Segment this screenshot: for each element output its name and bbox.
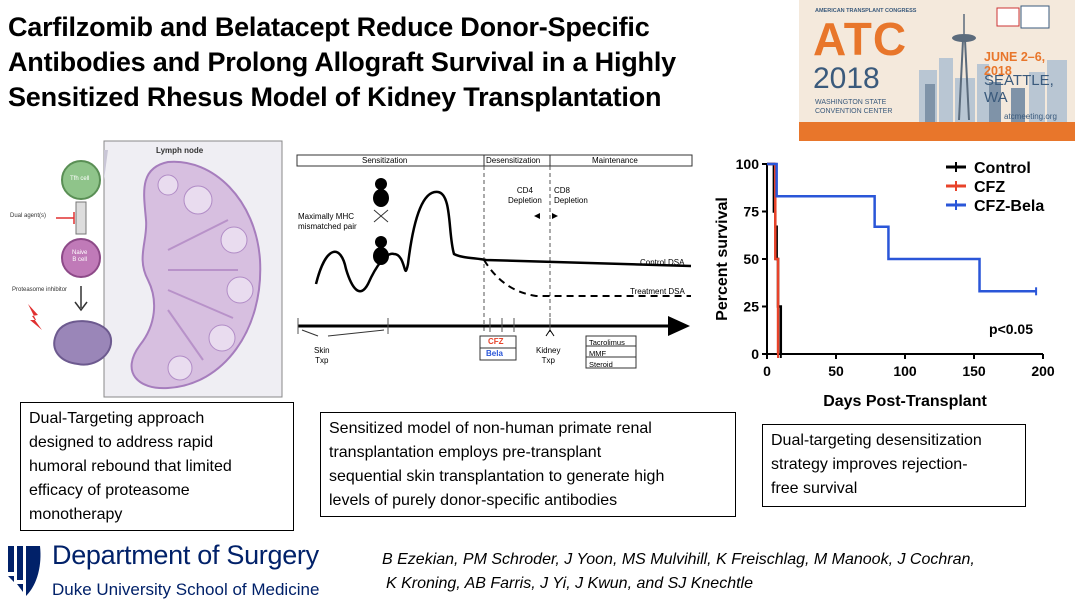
cd4-line: Depletion xyxy=(508,196,542,205)
x-axis-label: Days Post-Transplant xyxy=(823,393,987,410)
drug-steroid: Steroid xyxy=(589,360,613,369)
box-line: free survival xyxy=(771,480,858,497)
sensitized-model-box: Sensitized model of non-human primate re… xyxy=(320,412,736,517)
x-tick-label: 150 xyxy=(962,363,986,379)
kidney-line: Kidney xyxy=(536,346,561,355)
venue-line-2: CONVENTION CENTER xyxy=(815,108,893,115)
title-line: Antibodies and Prolong Allograft Surviva… xyxy=(8,47,676,77)
box-line: Dual-targeting desensitization xyxy=(771,432,982,449)
venue-line-1: WASHINGTON STATE xyxy=(815,99,887,106)
control-dsa-label: Control DSA xyxy=(640,258,685,267)
phase-desensitization: Desensitization xyxy=(486,156,541,165)
cd4-line: CD4 xyxy=(516,186,533,195)
legend-label: CFZ-Bela xyxy=(974,198,1044,215)
atc-skyline-graphic xyxy=(799,0,1075,141)
treatment-dsa-label: Treatment DSA xyxy=(630,287,685,296)
box-line: sequential skin transplantation to gener… xyxy=(329,468,665,485)
x-tick-label: 200 xyxy=(1031,363,1055,379)
timeline-graphic xyxy=(296,154,693,369)
box-line: efficacy of proteasome xyxy=(29,482,190,499)
sensitization-timeline: Sensitization Desensitization Maintenanc… xyxy=(296,154,694,374)
author-list: B Ezekian, PM Schroder, J Yoon, MS Mulvi… xyxy=(382,548,1072,596)
dual-agents-label: Dual agent(s) xyxy=(10,213,47,219)
y-tick-label: 25 xyxy=(743,299,759,315)
cd4-depletion-label: CD4 Depletion xyxy=(508,186,542,206)
phase-sensitization: Sensitization xyxy=(362,156,408,165)
tfh-cell-label: Tfh cell xyxy=(70,176,90,182)
box-line: monotherapy xyxy=(29,506,123,523)
box-line: Sensitized model of non-human primate re… xyxy=(329,420,652,437)
phase-maintenance: Maintenance xyxy=(592,156,638,165)
bela-label: Bela xyxy=(486,349,503,358)
mhc-line: mismatched pair xyxy=(298,222,357,231)
mhc-pair-label: Maximally MHC mismatched pair xyxy=(298,212,357,232)
atc-banner: AMERICAN TRANSPLANT CONGRESS ATC 2018 WA… xyxy=(799,0,1075,141)
box-line: levels of purely donor-specific antibodi… xyxy=(329,492,618,509)
kidney-line: Txp xyxy=(541,356,555,365)
title-line: Carfilzomib and Belatacept Reduce Donor-… xyxy=(8,12,650,42)
y-axis-label: Percent survival xyxy=(714,197,731,321)
cfz-label: CFZ xyxy=(488,337,504,346)
author-line: B Ezekian, PM Schroder, J Yoon, MS Mulvi… xyxy=(382,551,975,568)
drug-tacrolimus: Tacrolimus xyxy=(589,338,625,347)
duke-shield-icon xyxy=(8,546,41,596)
cd8-line: Depletion xyxy=(554,196,588,205)
y-tick-label: 75 xyxy=(743,204,759,220)
cd8-line: CD8 xyxy=(554,186,571,195)
author-line: K Kroning, AB Farris, J Yi, J Kwun, and … xyxy=(386,575,753,592)
survival-series-cfz-bela xyxy=(767,162,1037,293)
atc-logo-text: ATC xyxy=(813,13,908,65)
skin-txp-label: Skin Txp xyxy=(314,346,330,366)
congress-city: SEATTLE, WA xyxy=(984,72,1054,106)
box-line: transplantation employs pre-transplant xyxy=(329,444,602,461)
y-tick-label: 50 xyxy=(743,251,759,267)
poster-title: Carfilzomib and Belatacept Reduce Donor-… xyxy=(8,10,788,115)
legend-label: Control xyxy=(974,160,1031,177)
congress-dates: JUNE 2–6, 2018 xyxy=(984,50,1046,78)
skin-line: Txp xyxy=(315,356,329,365)
mhc-line: Maximally MHC xyxy=(298,212,354,221)
lymph-node-diagram: Lymph node Tfh cell Dual agent(s) Naive … xyxy=(8,140,283,398)
congress-url: atcmeeting.org xyxy=(1004,112,1057,121)
naive-b-cell-label: Naive B cell xyxy=(72,250,87,264)
x-tick-label: 0 xyxy=(763,363,771,379)
cd8-depletion-label: CD8 Depletion xyxy=(554,186,588,206)
survival-chart-svg: 0 25 50 75 100 0 50 100 150 200 Days Post-Transpla… xyxy=(714,156,1055,410)
naive-label-line: Naive xyxy=(72,250,88,256)
box-line: Dual-Targeting approach xyxy=(29,410,205,427)
title-line: Sensitized Rhesus Model of Kidney Transp… xyxy=(8,82,662,112)
duke-surgery-logo: Department of Surgery Duke University Sc… xyxy=(8,540,368,608)
skin-line: Skin xyxy=(314,346,330,355)
drug-mmf: MMF xyxy=(589,349,607,358)
department-name: Department of Surgery xyxy=(52,540,319,570)
x-tick-label: 100 xyxy=(893,363,917,379)
x-tick-label: 50 xyxy=(828,363,844,379)
box-line: designed to address rapid xyxy=(29,434,214,451)
y-tick-label: 100 xyxy=(736,156,760,172)
lymph-node-illustration xyxy=(28,140,283,398)
maintenance-drugs: Tacrolimus MMF Steroid xyxy=(589,337,625,370)
dual-targeting-box: Dual-Targeting approach designed to addr… xyxy=(20,402,294,531)
school-name: Duke University School of Medicine xyxy=(52,580,320,599)
proteasome-inhibitor-label: Proteasome inhibitor xyxy=(12,287,68,293)
atc-year: 2018 xyxy=(813,62,880,95)
box-line: humoral rebound that limited xyxy=(29,458,232,475)
survival-chart: 0 25 50 75 100 0 50 100 150 200 Days Post-Transpla… xyxy=(710,150,1070,410)
survival-conclusion-box: Dual-targeting desensitization strategy … xyxy=(762,424,1026,507)
congress-name: AMERICAN TRANSPLANT CONGRESS xyxy=(815,8,917,14)
box-line: strategy improves rejection- xyxy=(771,456,968,473)
lymph-node-label: Lymph node xyxy=(156,146,204,155)
kidney-txp-label: Kidney Txp xyxy=(536,346,560,366)
p-value-annotation: p<0.05 xyxy=(989,321,1033,337)
naive-label-line: B cell xyxy=(72,257,87,263)
y-tick-label: 0 xyxy=(751,346,759,362)
legend-label: CFZ xyxy=(974,179,1005,196)
